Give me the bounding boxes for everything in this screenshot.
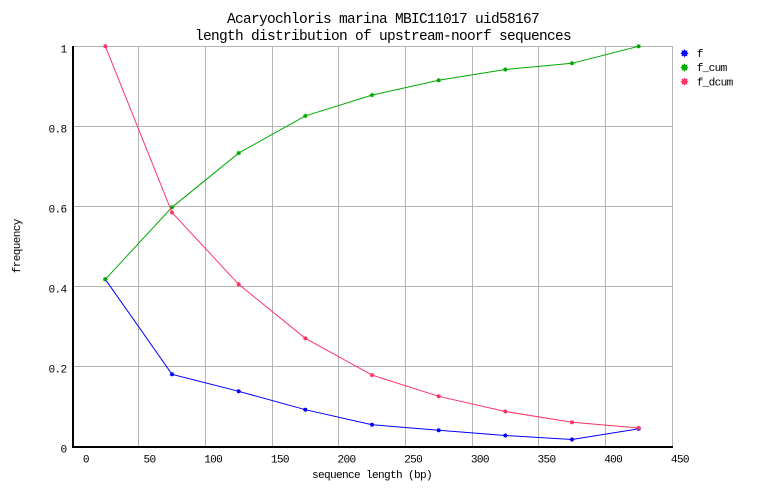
svg-text:0.6: 0.6 (49, 205, 67, 217)
svg-text:100: 100 (204, 454, 222, 466)
svg-text:length distribution of upstrea: length distribution of upstream-noorf se… (195, 29, 571, 45)
svg-text:sequence length (bp): sequence length (bp) (312, 470, 432, 482)
svg-text:Acaryochloris marina MBIC11017: Acaryochloris marina MBIC11017 uid58167 (227, 12, 539, 28)
svg-text:350: 350 (538, 454, 556, 466)
svg-text:1: 1 (61, 45, 68, 57)
svg-text:f_dcum: f_dcum (697, 77, 734, 89)
svg-text:0.8: 0.8 (49, 125, 67, 137)
svg-text:450: 450 (671, 454, 689, 466)
svg-text:0: 0 (61, 445, 67, 457)
svg-text:f_cum: f_cum (697, 63, 728, 75)
svg-text:200: 200 (338, 454, 356, 466)
svg-text:50: 50 (144, 454, 156, 466)
svg-text:0.2: 0.2 (49, 365, 67, 377)
svg-text:250: 250 (404, 454, 422, 466)
svg-text:f: f (697, 49, 703, 61)
svg-text:frequency: frequency (12, 218, 24, 273)
svg-text:0.4: 0.4 (49, 285, 68, 297)
svg-text:400: 400 (604, 454, 622, 466)
svg-text:0: 0 (83, 454, 89, 466)
svg-text:300: 300 (471, 454, 489, 466)
svg-text:150: 150 (271, 454, 289, 466)
